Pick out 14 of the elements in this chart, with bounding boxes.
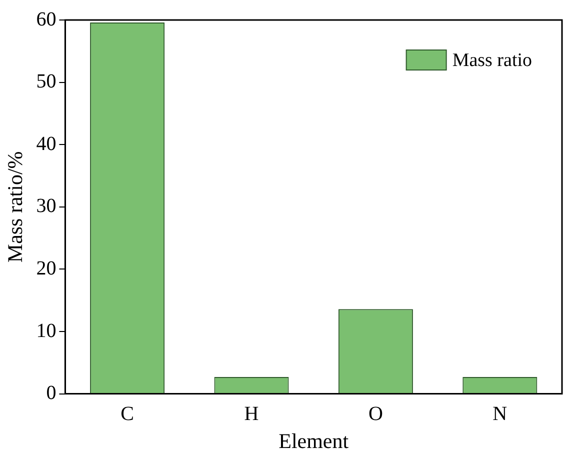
legend-label: Mass ratio xyxy=(452,50,532,71)
x-tick-label: O xyxy=(368,403,383,426)
y-tick-label: 30 xyxy=(36,195,56,218)
y-tick-label: 60 xyxy=(36,8,56,30)
y-tick-label: 50 xyxy=(36,70,56,93)
y-tick-label: 0 xyxy=(46,382,56,404)
y-tick-label: 10 xyxy=(36,320,56,342)
y-axis-title: Mass ratio/% xyxy=(3,151,28,263)
x-axis-title: Element xyxy=(278,428,349,453)
y-tick-label: 40 xyxy=(36,132,56,155)
y-tick-label: 20 xyxy=(36,257,56,280)
x-tick-label: N xyxy=(492,403,508,426)
x-tick-label: C xyxy=(120,403,134,426)
x-tick-label: H xyxy=(244,403,259,426)
